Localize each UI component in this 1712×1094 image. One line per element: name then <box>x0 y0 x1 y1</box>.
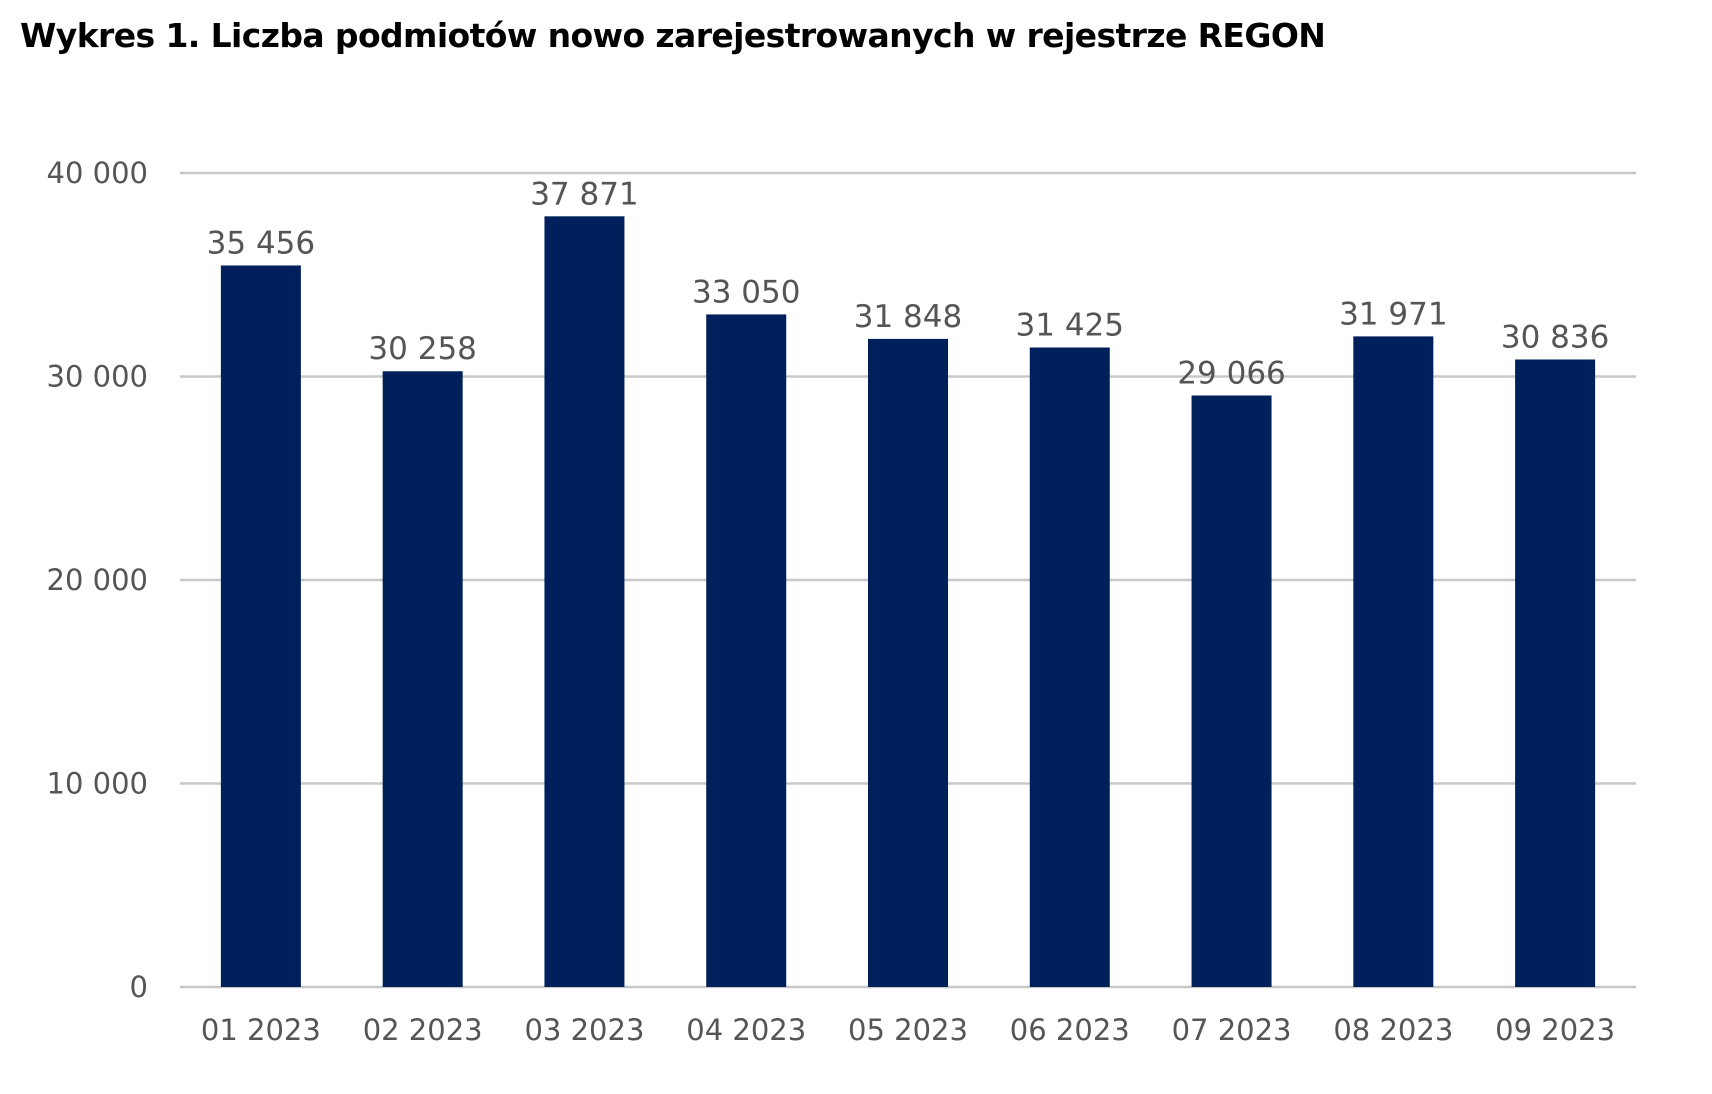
bar <box>1191 395 1272 987</box>
data-label: 33 050 <box>692 274 800 310</box>
data-label: 29 066 <box>1177 356 1285 392</box>
y-tick-label: 0 <box>130 970 148 1004</box>
y-tick-label: 30 000 <box>47 360 148 394</box>
x-tick-label: 07 2023 <box>1172 1013 1292 1047</box>
y-tick-label: 10 000 <box>47 767 148 801</box>
bar <box>544 216 625 988</box>
x-axis-tick-labels: 01 2023 02 2023 03 2023 04 2023 05 2023 06 20… <box>201 1013 1615 1047</box>
data-label: 37 871 <box>530 176 638 212</box>
x-tick-label: 02 2023 <box>363 1013 483 1047</box>
y-tick-label: 40 000 <box>47 156 148 190</box>
bar <box>220 265 301 987</box>
data-label: 31 848 <box>854 299 962 335</box>
bar <box>1029 347 1110 988</box>
data-label: 30 258 <box>368 331 476 367</box>
y-axis-tick-labels: 0 10 000 20 000 30 000 40 000 <box>47 156 148 1004</box>
x-tick-label: 05 2023 <box>848 1013 968 1047</box>
x-tick-label: 08 2023 <box>1333 1013 1453 1047</box>
x-tick-label: 04 2023 <box>686 1013 806 1047</box>
x-tick-label: 03 2023 <box>524 1013 644 1047</box>
data-labels: 35 456 30 258 37 871 33 050 31 848 31 425 29 0… <box>207 176 1610 391</box>
bars <box>220 216 1596 988</box>
bar <box>868 338 948 987</box>
bar <box>382 371 463 987</box>
y-tick-label: 20 000 <box>47 563 148 597</box>
bar <box>1353 336 1434 987</box>
bar <box>1515 359 1596 987</box>
data-label: 31 971 <box>1339 296 1447 332</box>
data-label: 35 456 <box>207 225 315 261</box>
bar <box>706 314 787 987</box>
data-label: 30 836 <box>1501 319 1609 355</box>
chart-title: Wykres 1. Liczba podmiotów nowo zarejest… <box>20 16 1326 55</box>
x-tick-label: 09 2023 <box>1495 1013 1615 1047</box>
x-tick-label: 06 2023 <box>1010 1013 1130 1047</box>
data-label: 31 425 <box>1016 308 1124 344</box>
x-tick-label: 01 2023 <box>201 1013 321 1047</box>
